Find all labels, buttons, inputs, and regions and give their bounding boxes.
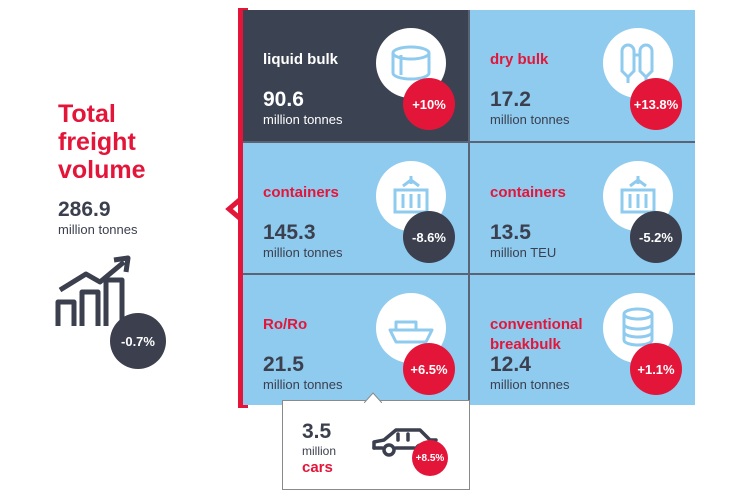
cell-category-line-2: breakbulk	[490, 336, 561, 353]
total-title-line-2: freight	[58, 128, 136, 156]
container-crane-icon	[393, 176, 429, 214]
change-badge: +10%	[403, 78, 455, 130]
rising-bar-chart-icon	[55, 255, 131, 326]
cell-category: liquid bulk	[263, 51, 338, 68]
cars-callout-notch	[364, 392, 382, 403]
cars-unit: million	[302, 444, 337, 458]
change-badge: -8.6%	[403, 211, 455, 263]
change-badge: +1.1%	[630, 343, 682, 395]
cell-conventional-breakbulk: conventional breakbulk 12.4 million tonn…	[470, 275, 695, 405]
cell-category: containers	[490, 184, 566, 201]
ship-icon	[388, 320, 434, 344]
cell-unit: million tonnes	[263, 377, 343, 392]
cell-unit: million tonnes	[263, 245, 343, 260]
cars-category: cars	[302, 459, 333, 476]
cell-containers-tonnes: containers 145.3 million tonnes -8.6%	[243, 143, 468, 273]
cell-ro-ro: Ro/Ro 21.5 million tonnes +6.5%	[243, 275, 468, 405]
cell-unit: million tonnes	[490, 377, 570, 392]
cell-dry-bulk: dry bulk 17.2 million tonnes +13.8%	[470, 10, 695, 141]
bracket-arrow	[225, 195, 245, 223]
change-badge: +13.8%	[630, 78, 682, 130]
freight-grid: liquid bulk 90.6 million tonnes +10% dry…	[243, 10, 695, 405]
cell-value: 13.5	[490, 221, 531, 244]
cell-liquid-bulk: liquid bulk 90.6 million tonnes +10%	[243, 10, 468, 141]
container-crane-icon	[620, 176, 656, 214]
cell-unit: million TEU	[490, 245, 557, 260]
total-value: 286.9	[58, 198, 111, 221]
cell-value: 145.3	[263, 221, 316, 244]
cell-category: conventional breakbulk	[490, 315, 583, 355]
cell-unit: million tonnes	[490, 112, 570, 127]
cell-category: containers	[263, 184, 339, 201]
cell-value: 21.5	[263, 353, 304, 376]
total-title-line-1: Total	[58, 100, 116, 128]
paper-roll-icon	[622, 307, 654, 347]
cell-category: dry bulk	[490, 51, 549, 68]
total-freight-title: Total freight volume	[58, 100, 218, 184]
cell-value: 12.4	[490, 353, 531, 376]
cell-containers-teu: containers 13.5 million TEU -5.2%	[470, 143, 695, 273]
cell-category-line-1: conventional	[490, 316, 583, 333]
cell-unit: million tonnes	[263, 112, 343, 127]
tank-icon	[391, 45, 431, 81]
total-title-line-3: volume	[58, 156, 146, 184]
cell-category: Ro/Ro	[263, 316, 308, 333]
cell-value: 90.6	[263, 88, 304, 111]
total-change-badge: -0.7%	[110, 313, 166, 369]
cars-value: 3.5	[302, 420, 332, 443]
change-badge: -5.2%	[630, 211, 682, 263]
bracket-bottom	[238, 403, 248, 408]
change-badge: +6.5%	[403, 343, 455, 395]
bracket-line	[238, 8, 243, 408]
icon-circle	[603, 28, 673, 98]
cars-change-badge: +8.5%	[412, 440, 448, 476]
cell-value: 17.2	[490, 88, 531, 111]
total-unit: million tonnes	[58, 222, 138, 237]
